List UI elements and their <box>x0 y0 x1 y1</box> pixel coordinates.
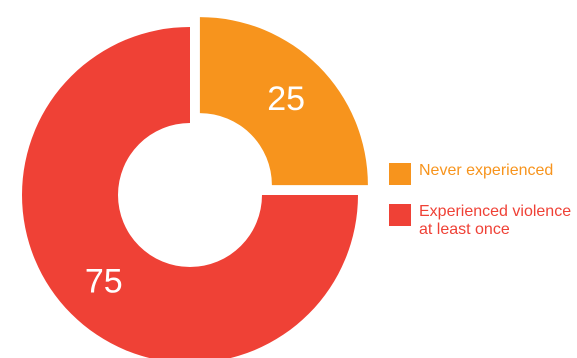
slice-experienced-violence <box>22 27 358 358</box>
slice-value-label-never-experienced: 25 <box>267 80 305 118</box>
legend-label-experienced-violence: Experienced violence at least once <box>419 203 572 238</box>
legend-swatch-experienced-violence <box>389 204 411 226</box>
chart-legend: Never experienced Experienced violence a… <box>389 162 575 257</box>
legend-item-never-experienced: Never experienced <box>389 162 575 185</box>
legend-swatch-never-experienced <box>389 163 411 185</box>
legend-label-never-experienced: Never experienced <box>419 162 554 179</box>
legend-item-experienced-violence: Experienced violence at least once <box>389 203 575 239</box>
slice-never-experienced <box>199 17 368 186</box>
slice-value-label-experienced-violence: 75 <box>85 262 123 300</box>
